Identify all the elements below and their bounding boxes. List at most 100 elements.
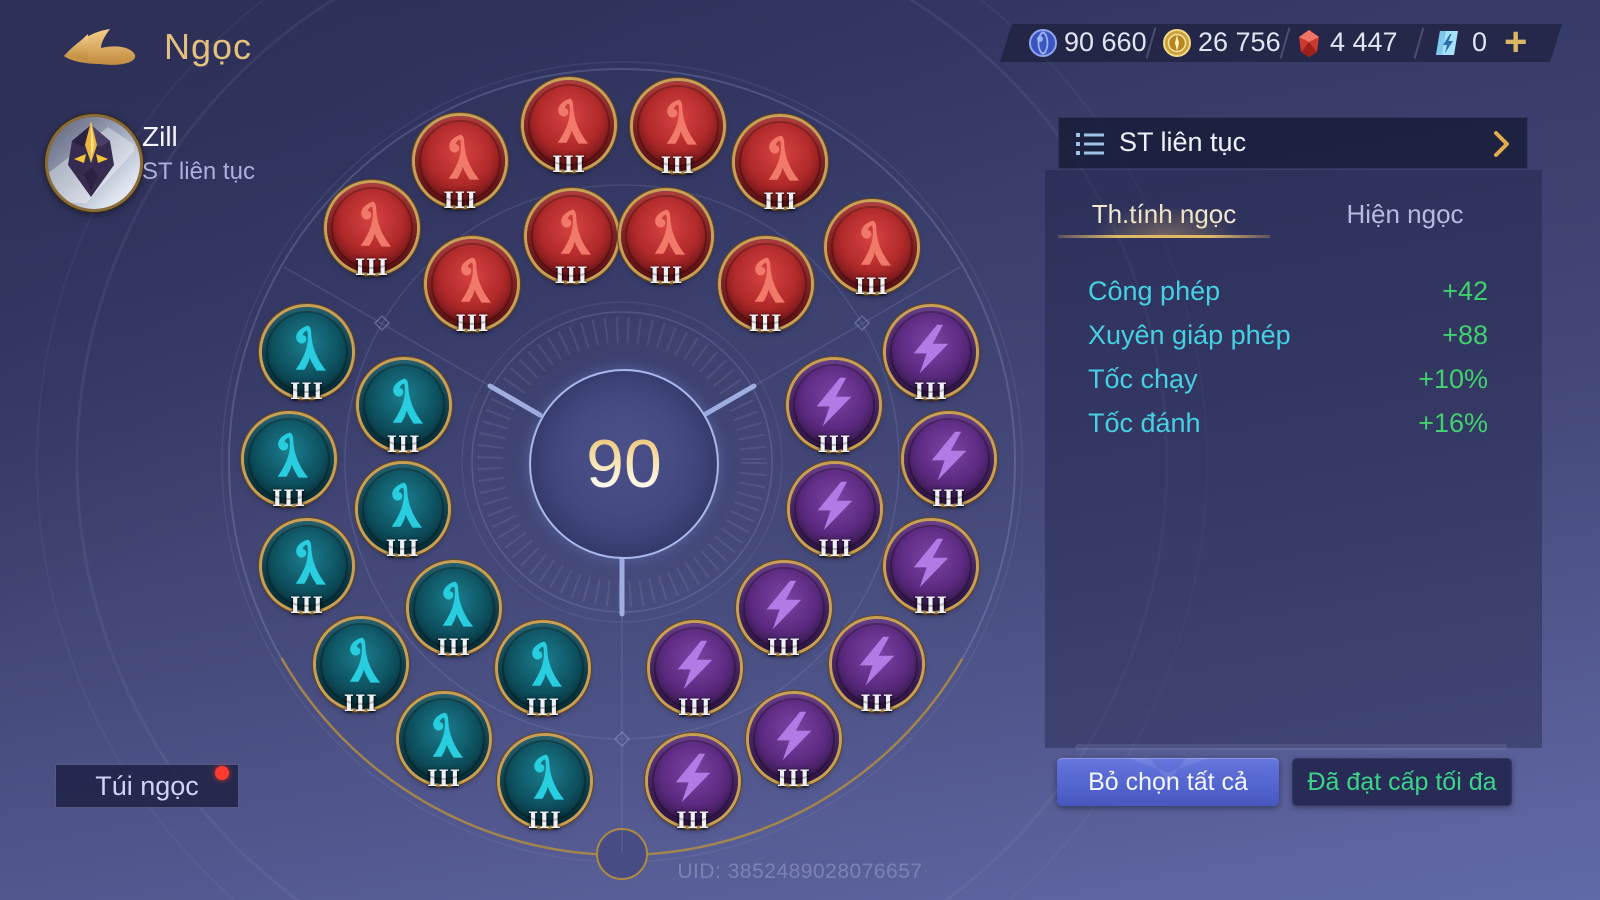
active-tab-glow	[1090, 206, 1240, 236]
chevron-right-icon	[1494, 131, 1509, 157]
stat-label: Tốc đánh	[1088, 408, 1201, 438]
rune-page-selector[interactable]: ST liên tục	[1058, 117, 1528, 169]
rune-gem-teal[interactable]: III	[499, 735, 590, 834]
rune-level-value: 90	[586, 426, 662, 502]
currency-blue-value: 90 660	[1064, 27, 1147, 57]
currency-bar	[1000, 24, 1562, 62]
rune-gem-teal[interactable]: III	[261, 521, 352, 619]
rune-tier-label: III	[272, 486, 306, 512]
tab-rune-stats[interactable]: Th.tính ngọc	[1058, 194, 1270, 234]
rune-gem-teal[interactable]: III	[399, 693, 490, 792]
rune-level-hub: 90	[529, 369, 719, 559]
rune-tier-label: III	[776, 765, 811, 792]
tab-current-runes[interactable]: Hiện ngọc	[1346, 199, 1464, 229]
stat-label: Công phép	[1088, 276, 1221, 306]
rune-gem-purple[interactable]: III	[886, 306, 977, 405]
back-arrow-icon[interactable]	[58, 20, 142, 72]
rune-tier-label: III	[552, 151, 586, 178]
rune-tier-label: III	[914, 378, 948, 405]
rune-gem-purple[interactable]: III	[789, 360, 880, 458]
rune-tier-label: III	[767, 634, 801, 661]
notification-dot	[215, 766, 229, 780]
rune-gem-teal[interactable]: III	[498, 622, 589, 721]
hero-name: Zill	[142, 121, 178, 152]
add-currency-button[interactable]: +	[1504, 20, 1528, 64]
rune-tier-label: III	[527, 807, 562, 834]
gold-coin-icon	[1163, 29, 1191, 57]
stat-label: Xuyên giáp phép	[1088, 320, 1291, 350]
max-level-button[interactable]: Đã đạt cấp tối đa	[1292, 758, 1512, 806]
stat-value: +10%	[1418, 364, 1488, 394]
rune-gem-purple[interactable]: III	[738, 562, 829, 661]
rune-gem-purple[interactable]: III	[886, 521, 977, 619]
rune-gem-purple[interactable]: III	[790, 463, 881, 562]
rune-tier-label: III	[854, 273, 889, 300]
stat-row: Tốc đánh +16%	[1088, 408, 1488, 452]
stat-value: +16%	[1418, 408, 1488, 438]
currency-ticket-value: 0	[1472, 27, 1488, 57]
rune-tier-label: III	[860, 691, 895, 718]
rune-tier-label: III	[817, 432, 852, 459]
list-icon	[1076, 133, 1104, 155]
rune-tier-label: III	[748, 311, 783, 338]
rune-tier-label: III	[386, 432, 421, 459]
rune-gem-teal[interactable]: III	[244, 414, 334, 512]
rune-bag-button[interactable]: Túi ngọc	[55, 764, 239, 808]
panel-scroll-track[interactable]	[1075, 744, 1507, 750]
ticket-icon	[1436, 31, 1458, 55]
rune-gem-red[interactable]: III	[326, 183, 417, 281]
rune-gem-purple[interactable]: III	[832, 619, 923, 717]
rune-gem-red[interactable]: III	[526, 190, 617, 289]
rune-gem-red[interactable]: III	[427, 239, 518, 337]
rune-gem-red[interactable]: III	[720, 239, 811, 337]
hero-rune-page-name: ST liên tục	[142, 158, 255, 185]
stat-row: Tốc chạy +10%	[1088, 364, 1488, 408]
rune-gem-teal[interactable]: III	[358, 360, 449, 458]
rune-gem-purple[interactable]: III	[748, 693, 839, 792]
rune-tier-label: III	[676, 807, 711, 834]
rune-tier-label: III	[437, 634, 471, 661]
stats-panel	[1045, 170, 1542, 748]
stat-row: Công phép +42	[1088, 276, 1488, 320]
rune-gem-teal[interactable]: III	[409, 562, 500, 661]
active-tab-underline	[1058, 235, 1270, 238]
stat-row: Xuyên giáp phép +88	[1088, 320, 1488, 364]
rune-tier-label: III	[554, 262, 589, 289]
rune-tier-label: III	[677, 694, 712, 721]
rune-tier-label: III	[354, 255, 389, 282]
rune-tier-label: III	[818, 535, 853, 562]
rune-gem-teal[interactable]: III	[261, 306, 352, 405]
rune-gem-red[interactable]: III	[524, 79, 615, 178]
rune-gem-purple[interactable]: III	[649, 622, 740, 721]
stat-label: Tốc chạy	[1088, 364, 1198, 394]
rune-tier-label: III	[343, 691, 378, 718]
rune-tier-label: III	[290, 593, 324, 620]
rune-gem-purple[interactable]: III	[648, 735, 739, 834]
rune-gem-purple[interactable]: III	[904, 414, 994, 512]
hero-portrait	[48, 121, 138, 209]
stat-value: +42	[1442, 276, 1488, 306]
rune-gem-teal[interactable]: III	[357, 463, 448, 562]
rune-tier-label: III	[290, 378, 324, 405]
rune-tier-label: III	[763, 188, 798, 215]
rune-tier-label: III	[385, 535, 420, 562]
rune-tier-label: III	[455, 311, 490, 338]
rune-tier-label: III	[526, 694, 560, 721]
rune-tier-label: III	[443, 187, 478, 214]
hero-avatar[interactable]	[45, 114, 143, 212]
rune-gem-red[interactable]: III	[632, 81, 723, 179]
currency-gem-value: 4 447	[1330, 27, 1398, 57]
rune-tier-label: III	[932, 486, 966, 512]
page-title: Ngọc	[164, 26, 253, 67]
rune-gem-red[interactable]: III	[735, 116, 826, 215]
currency-gold-value: 26 756	[1198, 27, 1281, 57]
rune-gem-red[interactable]: III	[621, 190, 712, 289]
rune-gem-teal[interactable]: III	[315, 619, 406, 717]
rune-gem-red[interactable]: III	[415, 115, 506, 214]
rune-tier-label: III	[427, 765, 462, 792]
rune-gem-red[interactable]: III	[826, 201, 917, 300]
rune-tier-label: III	[914, 593, 948, 620]
deselect-all-button[interactable]: Bỏ chọn tất cả	[1057, 758, 1279, 806]
rune-tier-label: III	[649, 262, 684, 289]
